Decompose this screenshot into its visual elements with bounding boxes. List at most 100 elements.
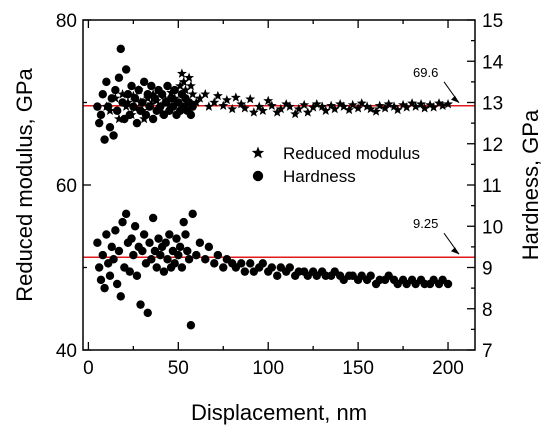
hardness-point	[219, 263, 228, 272]
hardness-point	[273, 271, 282, 280]
hardness-point	[188, 102, 197, 111]
y-right-tick-label: 14	[482, 52, 504, 73]
hardness-point	[172, 234, 181, 243]
hardness-point	[147, 255, 156, 264]
modulus-point	[275, 103, 286, 114]
hardness-point	[143, 308, 152, 318]
modulus-point	[263, 95, 274, 106]
modulus-point	[218, 100, 229, 111]
modulus-point	[272, 107, 283, 117]
modulus-point	[344, 104, 355, 115]
modulus-point	[200, 89, 211, 99]
hardness-point	[118, 217, 127, 227]
modulus-point	[191, 97, 202, 107]
modulus-point	[302, 107, 313, 117]
hardness-point	[130, 222, 140, 231]
x-tick-label: 50	[168, 358, 189, 379]
modulus-point	[117, 89, 128, 99]
modulus-point	[365, 103, 376, 114]
hardness-point	[366, 271, 375, 280]
modulus-point	[254, 101, 265, 111]
hardness-point	[267, 263, 277, 272]
modulus-point	[121, 101, 132, 111]
hardness-point	[143, 90, 152, 99]
hardness-point	[116, 44, 125, 54]
y-right-tick-label: 9	[482, 259, 493, 280]
hardness-point	[175, 242, 185, 252]
modulus-point	[380, 103, 391, 113]
hardness-point	[136, 300, 145, 309]
hardness-point	[129, 102, 138, 111]
modulus-point	[362, 101, 373, 111]
hardness-point	[105, 271, 115, 280]
modulus-point	[123, 97, 133, 107]
hardness-point	[105, 123, 115, 132]
modulus-point	[180, 84, 191, 95]
x-axis-title: Displacement, nm	[191, 400, 367, 425]
hardness-point	[156, 250, 165, 260]
modulus-point	[185, 80, 196, 91]
hardness-point	[98, 90, 107, 99]
hardness-point	[114, 73, 124, 82]
x-tick-label: 100	[252, 358, 284, 379]
modulus-point	[389, 101, 400, 111]
modulus-point	[212, 90, 223, 101]
y-right-tick-label: 13	[482, 94, 503, 115]
hardness-point	[210, 259, 219, 268]
modulus-point	[184, 72, 195, 82]
legend: Reduced modulus Hardness	[235, 137, 450, 193]
hardness-point	[118, 98, 127, 107]
modulus-point	[308, 102, 319, 112]
hardness-point	[152, 263, 161, 272]
modulus-point	[266, 100, 277, 111]
modulus-point	[175, 80, 186, 91]
hardness-point	[188, 209, 197, 219]
hardness-point	[93, 102, 102, 111]
hardness-point	[443, 279, 453, 289]
modulus-point	[329, 103, 340, 114]
hardness-point	[141, 110, 151, 120]
modulus-point	[353, 103, 364, 113]
modulus-point	[347, 99, 358, 110]
y-right-tick-label: 8	[482, 300, 493, 321]
modulus-point	[209, 97, 220, 107]
hardness-point	[139, 77, 149, 87]
reference-value-label: 9.25	[413, 216, 438, 231]
hardness-point	[170, 259, 179, 268]
data-markers	[93, 44, 453, 330]
hardness-point	[154, 234, 163, 243]
y-right-tick-label: 7	[482, 341, 493, 362]
hardness-point	[237, 259, 246, 268]
hardness-point	[181, 230, 190, 239]
hardness-point	[107, 242, 116, 252]
hardness-point	[186, 110, 196, 120]
hardness-point	[177, 263, 187, 272]
hardness-point	[127, 81, 136, 91]
y-left-tick-label: 80	[56, 11, 77, 32]
y-right-tick-label: 11	[482, 176, 502, 197]
hardness-point	[94, 118, 104, 128]
hardness-point	[123, 90, 133, 99]
modulus-point	[437, 100, 448, 111]
hardness-point	[125, 267, 134, 276]
hardness-point	[121, 209, 131, 219]
reference-arrow-head	[451, 247, 459, 255]
hardness-point	[145, 238, 154, 247]
hardness-point	[102, 230, 111, 239]
modulus-point	[416, 98, 426, 109]
modulus-point	[221, 94, 232, 105]
hardness-point	[192, 250, 201, 260]
hardness-point	[195, 238, 205, 247]
hardness-point	[285, 263, 294, 272]
modulus-point	[148, 89, 159, 99]
legend-circle-marker	[252, 170, 264, 182]
modulus-point	[419, 103, 430, 113]
hardness-point	[125, 110, 134, 120]
hardness-point	[186, 321, 196, 330]
legend-label-modulus: Reduced modulus	[283, 144, 420, 163]
hardness-point	[163, 81, 172, 91]
hardness-point	[165, 230, 174, 239]
hardness-point	[134, 85, 143, 95]
tick-labels: 0 50 100 150 200 40 60 80 7 8 9 10 11 12 13 14 15 Displac…	[12, 11, 543, 425]
modulus-point	[401, 102, 412, 112]
